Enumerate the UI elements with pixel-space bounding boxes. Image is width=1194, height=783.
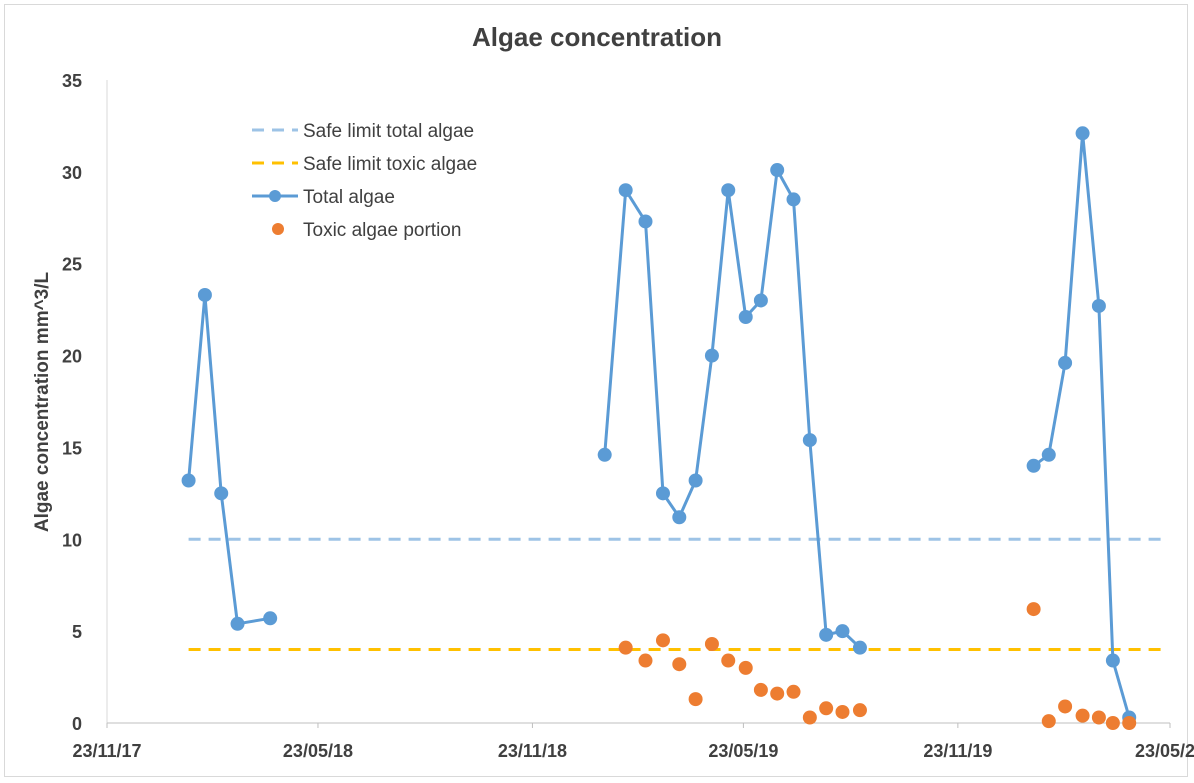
total-algae-point (819, 627, 834, 642)
toxic-algae-point (1105, 716, 1120, 730)
total-algae-point (197, 287, 212, 302)
legend-label: Toxic algae portion (303, 220, 461, 241)
total-algae-point (1075, 126, 1090, 141)
total-algae-point (1091, 298, 1106, 313)
total-algae-point (263, 611, 278, 626)
y-tick-label: 30 (62, 163, 82, 183)
y-tick-label: 0 (72, 714, 82, 734)
total-algae-point (738, 309, 753, 324)
total-algae-point (852, 640, 867, 655)
toxic-algae-point (704, 637, 719, 652)
legend-label: Safe limit total algae (303, 121, 474, 142)
y-tick-label: 25 (62, 255, 82, 275)
series-line-2-segment-2 (1032, 131, 1131, 718)
legend-marker-3 (272, 223, 284, 235)
x-tick-label: 23/05/20 (1135, 741, 1194, 761)
y-axis-label: Algae concentration mm^3/L (32, 271, 53, 532)
toxic-algae-point (753, 682, 768, 697)
total-algae-point (597, 447, 612, 462)
total-algae-point (1026, 458, 1041, 473)
toxic-algae-point (721, 653, 736, 668)
total-algae-point (688, 473, 703, 488)
total-algae-point (1041, 447, 1056, 462)
plot-area (181, 126, 1161, 730)
total-algae-point (1058, 355, 1073, 370)
total-algae-point (721, 183, 736, 198)
toxic-algae-point (1075, 708, 1090, 723)
toxic-algae-point (1091, 710, 1106, 725)
legend-label: Safe limit toxic algae (303, 154, 477, 175)
toxic-algae-point (770, 686, 785, 701)
toxic-algae-point (1058, 699, 1073, 714)
toxic-algae-point (638, 653, 653, 668)
total-algae-point (672, 510, 687, 525)
tick-labels: 0 5 10 15 20 25 30 35 23/11/17 23/05/18 23/11/18 23… (62, 71, 1194, 761)
x-tick-label: 23/11/18 (498, 741, 567, 761)
x-tick-label: 23/05/19 (708, 741, 778, 761)
series-line-2-segment-0 (187, 293, 271, 626)
x-tick-label: 23/11/19 (923, 741, 992, 761)
toxic-algae-point (852, 703, 867, 718)
series-line-2-segment-1 (603, 168, 862, 649)
total-algae-point (618, 183, 633, 198)
y-tick-label: 20 (62, 347, 82, 367)
legend: Safe limit total algae Safe limit toxic a… (252, 121, 477, 241)
total-algae-point (835, 624, 850, 639)
y-tick-label: 5 (72, 622, 82, 642)
toxic-algae-point (655, 633, 670, 648)
legend-marker-2 (269, 190, 281, 202)
y-tick-label: 35 (62, 71, 82, 91)
total-algae-point (230, 616, 245, 631)
chart-title: Algae concentration (472, 22, 722, 52)
toxic-algae-point (1041, 714, 1056, 729)
y-tick-label: 15 (62, 438, 82, 458)
toxic-algae-point (618, 640, 633, 655)
y-tick-label: 10 (62, 530, 82, 550)
total-algae-point (181, 473, 196, 488)
total-algae-point (638, 214, 653, 229)
x-tick-label: 23/05/18 (283, 741, 353, 761)
total-algae-point (655, 486, 670, 501)
total-algae-point (753, 293, 768, 308)
toxic-algae-point (672, 657, 687, 672)
toxic-algae-point (738, 660, 753, 675)
toxic-algae-point (1026, 602, 1041, 617)
axes (106, 80, 1171, 728)
toxic-algae-point (786, 684, 801, 699)
total-algae-point (786, 192, 801, 207)
total-algae-point (1105, 653, 1120, 668)
x-tick-label: 23/11/17 (72, 741, 141, 761)
total-algae-point (770, 163, 785, 178)
toxic-algae-point (819, 701, 834, 716)
total-algae-point (704, 348, 719, 363)
toxic-algae-point (802, 710, 817, 725)
legend-label: Total algae (303, 187, 395, 208)
total-algae-point (214, 486, 229, 501)
toxic-algae-point (835, 704, 850, 719)
toxic-algae-point (688, 692, 703, 707)
toxic-algae-point (1122, 716, 1137, 730)
total-algae-point (802, 433, 817, 448)
